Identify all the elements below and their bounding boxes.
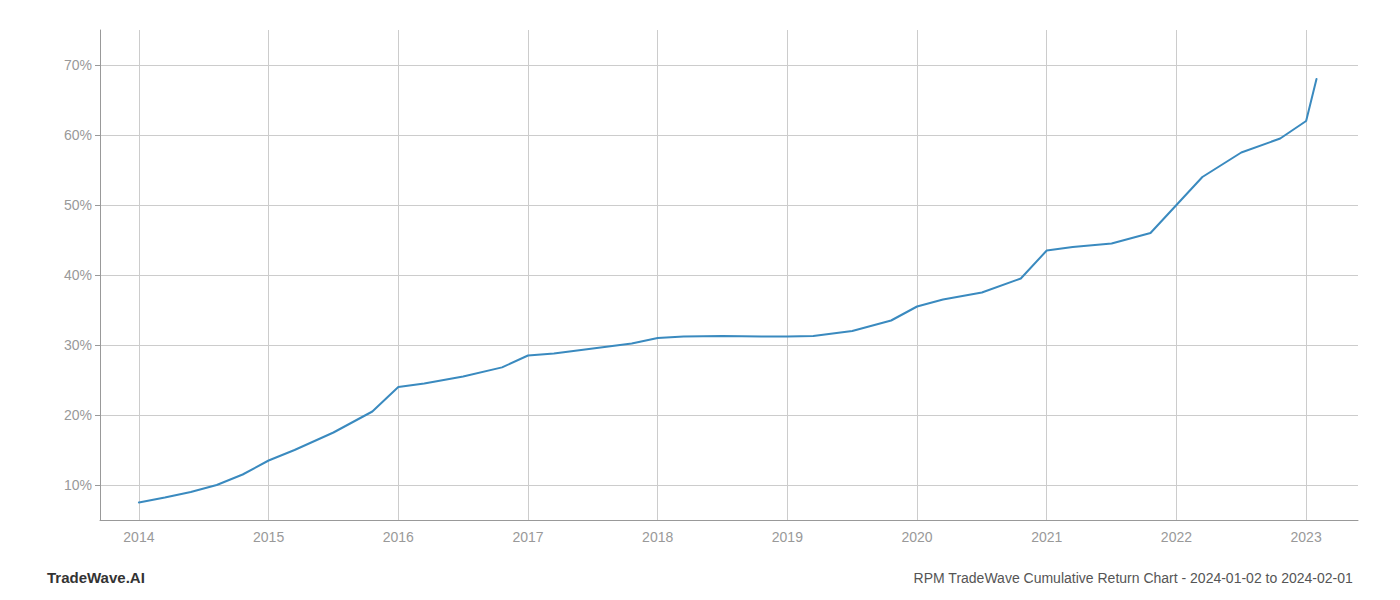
svg-text:10%: 10% <box>64 477 92 493</box>
svg-text:70%: 70% <box>64 57 92 73</box>
svg-text:RPM TradeWave Cumulative Retur: RPM TradeWave Cumulative Return Chart - … <box>914 570 1353 586</box>
svg-text:2022: 2022 <box>1161 529 1192 545</box>
svg-text:20%: 20% <box>64 407 92 423</box>
svg-text:2021: 2021 <box>1031 529 1062 545</box>
svg-text:30%: 30% <box>64 337 92 353</box>
svg-text:2019: 2019 <box>772 529 803 545</box>
svg-text:40%: 40% <box>64 267 92 283</box>
svg-text:2016: 2016 <box>383 529 414 545</box>
svg-text:2017: 2017 <box>512 529 543 545</box>
svg-text:50%: 50% <box>64 197 92 213</box>
svg-text:2015: 2015 <box>253 529 284 545</box>
svg-text:2020: 2020 <box>901 529 932 545</box>
svg-text:2023: 2023 <box>1291 529 1322 545</box>
svg-text:TradeWave.AI: TradeWave.AI <box>47 569 145 586</box>
svg-text:2014: 2014 <box>123 529 154 545</box>
svg-text:2018: 2018 <box>642 529 673 545</box>
svg-text:60%: 60% <box>64 127 92 143</box>
